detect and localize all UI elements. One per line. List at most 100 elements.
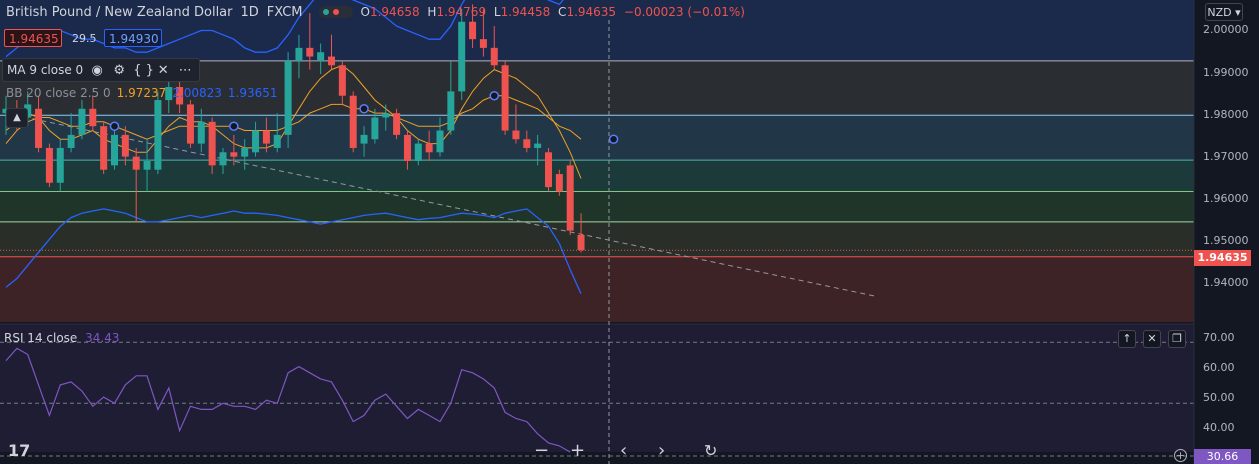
price-axis-label: 1.99000: [1203, 66, 1249, 79]
ma-legend-label: MA 9 close 0: [7, 63, 84, 77]
candle-body: [132, 156, 140, 170]
bb-lower-value: 1.93651: [227, 86, 278, 100]
interval-label[interactable]: 1D: [240, 4, 259, 20]
pivot-marker: [229, 121, 239, 131]
add-icon[interactable]: +: [1174, 449, 1187, 462]
candle-body: [512, 130, 520, 140]
candle-body: [252, 130, 260, 153]
candle-body: [555, 174, 563, 192]
collapse-legend-button[interactable]: ▲: [6, 108, 28, 128]
source-code-icon[interactable]: { }: [133, 62, 154, 78]
rsi-legend[interactable]: RSI 14 close 34.43: [4, 331, 120, 345]
candle-body: [186, 104, 194, 144]
rsi-axis-label: 60.00: [1203, 361, 1235, 374]
candle-body: [403, 134, 411, 161]
candle-body: [566, 165, 574, 231]
candle-body: [284, 60, 292, 135]
candle-body: [382, 113, 390, 118]
fib-band: [0, 0, 1194, 61]
candle-body: [78, 108, 86, 135]
candle-body: [241, 147, 249, 157]
zoom-in-button[interactable]: +: [570, 440, 586, 461]
candle-body: [447, 91, 455, 131]
tradingview-logo[interactable]: 17: [8, 441, 31, 460]
candle-body: [165, 87, 173, 101]
candle-body: [121, 134, 129, 157]
close-pane-button[interactable]: ✕: [1143, 330, 1161, 348]
candle-body: [273, 134, 281, 148]
fib-band: [0, 115, 1194, 161]
eye-icon[interactable]: ◉: [91, 62, 103, 78]
market-status-icon: [318, 6, 353, 18]
candle-body: [143, 161, 151, 170]
pivot-marker: [489, 90, 499, 101]
candle-body: [56, 147, 64, 183]
change-value: −0.00023 (−0.01%): [623, 5, 745, 19]
candle-body: [230, 152, 238, 157]
rsi-current-label: 30.66: [1194, 449, 1251, 464]
reset-chart-button[interactable]: ↻: [704, 441, 718, 460]
price-axis-label: 1.94000: [1203, 276, 1249, 289]
bb-upper-line: [5, 0, 564, 58]
candle-body: [306, 47, 314, 57]
candle-body: [458, 21, 466, 92]
rsi-pane-background: [0, 324, 1194, 452]
ohlc-values: O1.94658 H1.94769 L1.94458 C1.94635 −0.0…: [360, 5, 745, 19]
bb-legend[interactable]: BB 20 close 2.5 0 1.97237 2.00823 1.9365…: [2, 84, 282, 102]
candle-body: [414, 143, 422, 161]
candle-body: [295, 47, 303, 61]
pivot-marker: [109, 121, 120, 131]
candle-body: [349, 95, 357, 148]
move-pane-up-button[interactable]: ↑: [1118, 330, 1136, 348]
bb-upper-value: 2.00823: [172, 86, 222, 100]
candle-body: [425, 143, 433, 153]
candle-body: [545, 152, 552, 188]
rsi-line: [5, 347, 571, 453]
candle-body: [479, 39, 487, 48]
bb-lower-line: [5, 208, 582, 294]
candle-body: [208, 121, 216, 166]
scroll-left-button[interactable]: ‹: [620, 440, 628, 461]
pivot-marker: [359, 104, 369, 114]
candle-body: [490, 47, 498, 66]
candle-body: [100, 126, 108, 170]
candle-body: [154, 100, 162, 170]
sell-button[interactable]: 1.94635: [4, 29, 62, 47]
bb-basis-line: [5, 95, 582, 144]
candle-body: [89, 108, 97, 127]
candle-body: [523, 139, 531, 148]
pivot-marker: [608, 134, 619, 144]
ma-legend[interactable]: MA 9 close 0 ◉ ⚙ { } ✕ ⋯: [2, 58, 201, 82]
candle-body: [176, 87, 184, 105]
more-icon[interactable]: ⋯: [178, 62, 192, 78]
fib-band: [0, 221, 1194, 257]
candle-body: [111, 134, 118, 166]
zoom-out-button[interactable]: −: [534, 440, 550, 461]
close-icon[interactable]: ✕: [157, 62, 169, 78]
currency-selector[interactable]: NZD ▾: [1205, 3, 1243, 21]
scroll-right-button[interactable]: ›: [658, 440, 666, 461]
candle-body: [262, 130, 270, 144]
rsi-axis-label: 70.00: [1203, 331, 1235, 344]
symbol-title[interactable]: British Pound / New Zealand Dollar: [6, 4, 233, 20]
price-axis-label: 1.97000: [1203, 150, 1249, 163]
candle-body: [393, 113, 401, 135]
candle-body: [219, 152, 227, 166]
bb-basis-value: 1.97237: [116, 86, 167, 100]
buy-button[interactable]: 1.94930: [104, 29, 162, 47]
rsi-legend-label: RSI 14 close: [4, 331, 78, 345]
rsi-axis-label: 50.00: [1203, 391, 1235, 404]
maximize-pane-button[interactable]: ❐: [1168, 330, 1186, 348]
gear-icon[interactable]: ⚙: [113, 62, 126, 78]
candle-body: [45, 147, 53, 183]
price-axis-label: 1.98000: [1203, 108, 1249, 121]
fib-band: [0, 256, 1194, 322]
candle-body: [469, 21, 477, 40]
candle-body: [436, 130, 444, 153]
candle-body: [360, 134, 368, 144]
candle-body: [35, 108, 43, 148]
price-axis-label: 1.95000: [1203, 234, 1249, 247]
candle-body: [328, 56, 335, 66]
candle-body: [317, 52, 325, 61]
